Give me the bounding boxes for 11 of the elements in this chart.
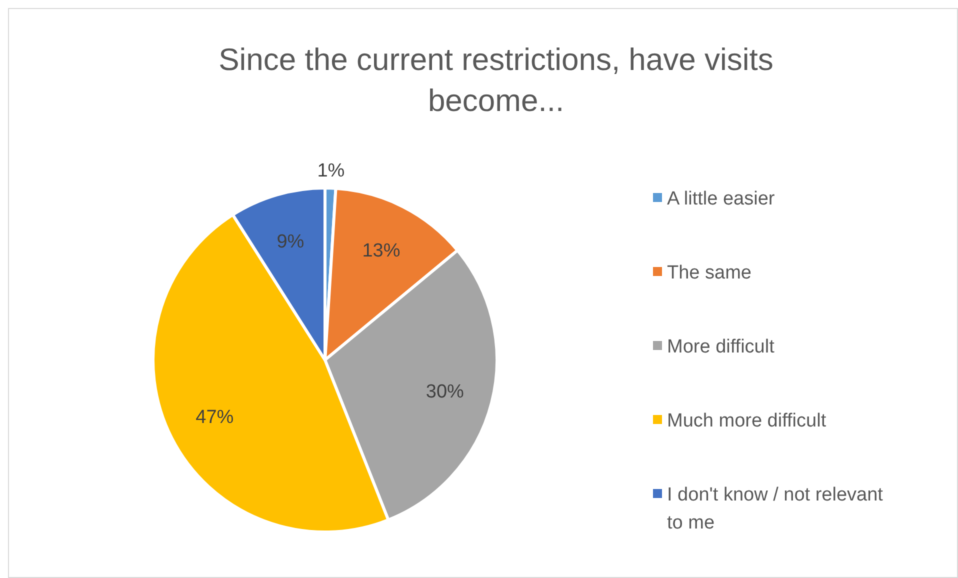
- legend-label: More difficult: [667, 336, 776, 358]
- data-label: 47%: [196, 406, 234, 428]
- legend-label: I don't know / not relevant to me: [667, 484, 884, 534]
- data-label: 9%: [276, 232, 304, 253]
- data-label: 1%: [317, 160, 345, 182]
- data-label: 13%: [362, 240, 400, 262]
- legend-label: Much more difficult: [667, 410, 827, 432]
- legend-label: The same: [667, 262, 752, 284]
- legend-label: A little easier: [667, 188, 776, 210]
- data-label: 30%: [426, 381, 464, 402]
- chart-title: Since the current restrictions, have visits become...: [218, 42, 774, 118]
